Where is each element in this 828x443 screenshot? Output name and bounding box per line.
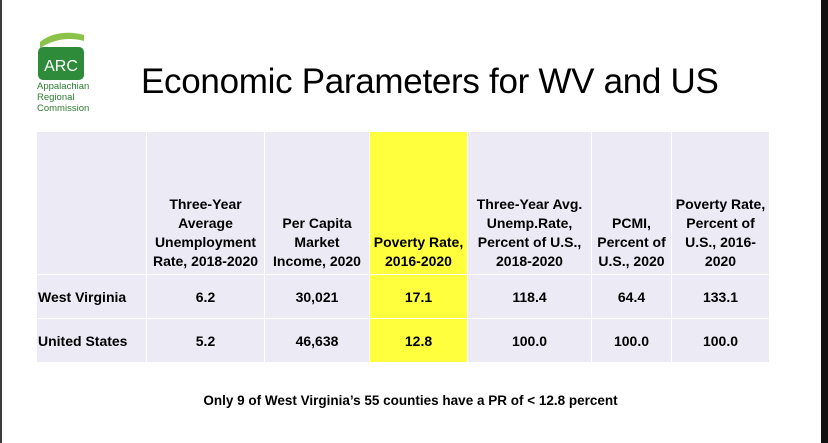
economic-parameters-table: Three-Year Average Unemployment Rate, 20… <box>36 131 770 363</box>
window-border-right <box>821 0 828 443</box>
header-cell-empty <box>36 131 147 275</box>
header-pcmi-percent-us: PCMI, Percent of U.S., 2020 <box>591 131 672 275</box>
cell-per-capita-income: 46,638 <box>264 318 370 363</box>
table-header-row: Three-Year Average Unemployment Rate, 20… <box>36 131 770 275</box>
row-label: United States <box>36 318 147 363</box>
header-per-capita-income: Per Capita Market Income, 2020 <box>264 131 370 275</box>
page-title: Economic Parameters for WV and US <box>141 62 719 101</box>
row-label: West Virginia <box>36 274 147 319</box>
logo-line-1: Appalachian <box>37 81 90 92</box>
logo-line-3: Commission <box>37 103 90 114</box>
arc-logo: ARC Appalachian Regional Commission <box>36 30 116 122</box>
cell-per-capita-income: 30,021 <box>264 274 370 319</box>
arc-logo-icon: ARC <box>38 32 84 80</box>
header-unemp-percent-us: Three-Year Avg. Unemp.Rate, Percent of U… <box>467 131 592 275</box>
cell-poverty-percent-us: 100.0 <box>671 318 770 363</box>
cell-pcmi-percent-us: 100.0 <box>591 318 672 363</box>
arc-logo-abbr: ARC <box>44 58 78 75</box>
cell-unemp-percent-us: 118.4 <box>467 274 592 319</box>
cell-unemp-percent-us: 100.0 <box>467 318 592 363</box>
cell-poverty-rate: 12.8 <box>369 318 468 363</box>
cell-poverty-percent-us: 133.1 <box>671 274 770 319</box>
cell-unemployment-rate: 5.2 <box>146 318 265 363</box>
header-poverty-rate: Poverty Rate, 2016-2020 <box>369 131 468 275</box>
cell-unemployment-rate: 6.2 <box>146 274 265 319</box>
logo-line-2: Regional <box>37 92 75 103</box>
arc-logo-text: Appalachian Regional Commission <box>37 81 89 114</box>
cell-pcmi-percent-us: 64.4 <box>591 274 672 319</box>
table-row-west-virginia: West Virginia 6.2 30,021 17.1 118.4 64.4… <box>36 274 770 319</box>
header-unemployment-rate: Three-Year Average Unemployment Rate, 20… <box>146 131 265 275</box>
table-row-united-states: United States 5.2 46,638 12.8 100.0 100.… <box>36 318 770 363</box>
header-poverty-percent-us: Poverty Rate, Percent of U.S., 2016-2020 <box>671 131 770 275</box>
cell-poverty-rate: 17.1 <box>369 274 468 319</box>
window-border-left <box>0 0 2 443</box>
footnote: Only 9 of West Virginia’s 55 counties ha… <box>203 393 618 408</box>
